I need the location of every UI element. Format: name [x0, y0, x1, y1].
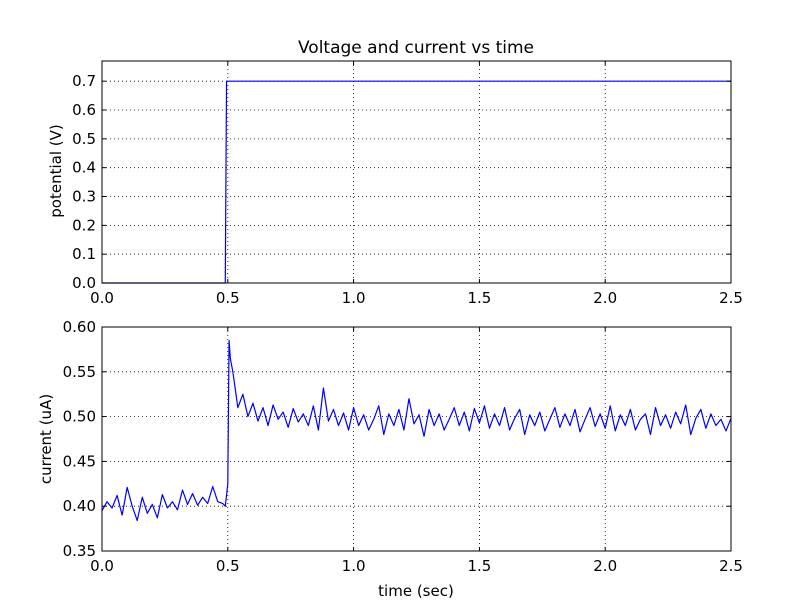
voltage-ytick-label: 0.5	[72, 130, 96, 148]
current-xtick-label: 2.5	[719, 557, 743, 575]
current-ytick-label: 0.60	[63, 318, 96, 336]
current-ytick-label: 0.55	[63, 363, 96, 381]
voltage-xtick-label: 1.0	[342, 289, 366, 307]
current-xtick-label: 2.0	[593, 557, 617, 575]
current-xtick-label: 0.5	[216, 557, 240, 575]
voltage-axes: 0.0 0.5 1.0 1.5 2.0 2.5 0.0 0.1 0.2 0.3 0.4 0.5 0.6 0…	[72, 60, 743, 307]
voltage-ylabel: potential (V)	[47, 124, 65, 217]
current-ylabel: current (uA)	[37, 394, 55, 484]
voltage-xtick-label: 0.0	[90, 289, 114, 307]
current-axes: 0.0 0.5 1.0 1.5 2.0 2.5 0.35 0.40 0.45 0.50 0.55 0.…	[63, 318, 743, 575]
voltage-ytick-label: 0.6	[72, 101, 96, 119]
voltage-ytick-label: 0.1	[72, 245, 96, 263]
voltage-ytick-label: 0.2	[72, 216, 96, 234]
voltage-ytick-label: 0.3	[72, 188, 96, 206]
current-axes-frame	[101, 326, 732, 552]
voltage-axes-frame	[101, 60, 732, 284]
voltage-xtick-label: 2.5	[719, 289, 743, 307]
current-ytick-label: 0.40	[63, 497, 96, 515]
current-xtick-label: 1.5	[467, 557, 491, 575]
current-ytick-label: 0.35	[63, 542, 96, 560]
voltage-xtick-label: 2.0	[593, 289, 617, 307]
current-xtick-label: 0.0	[90, 557, 114, 575]
current-xtick-label: 1.0	[342, 557, 366, 575]
current-plot-area	[102, 327, 731, 551]
voltage-xtick-label: 0.5	[216, 289, 240, 307]
voltage-ytick-label: 0.4	[72, 159, 96, 177]
time-xlabel: time (sec)	[378, 582, 454, 600]
current-ytick-label: 0.45	[63, 452, 96, 470]
chart-title: Voltage and current vs time	[298, 38, 534, 58]
voltage-xtick-label: 1.5	[467, 289, 491, 307]
current-series-line	[101, 339, 732, 522]
voltage-ytick-label: 0.0	[72, 274, 96, 292]
current-ytick-label: 0.50	[63, 408, 96, 426]
voltage-ytick-label: 0.7	[72, 72, 96, 90]
voltage-plot-area	[102, 61, 731, 283]
